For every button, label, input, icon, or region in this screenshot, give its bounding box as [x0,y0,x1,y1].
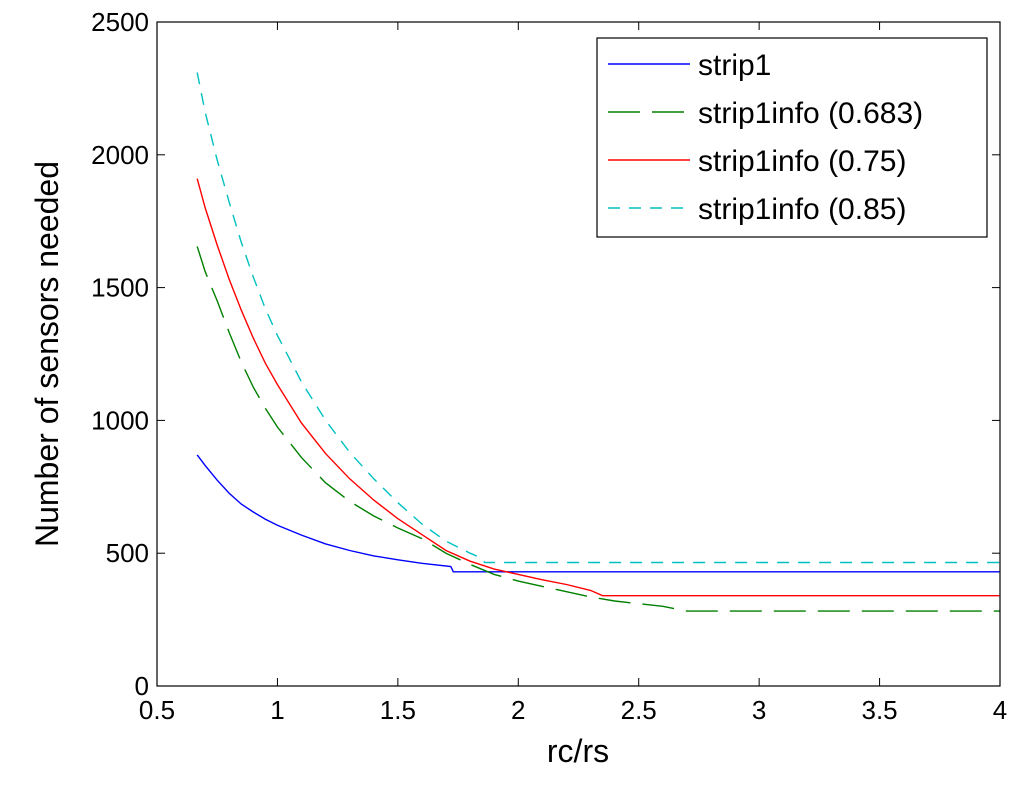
y-tick-label-5: 2500 [91,7,149,37]
series-line-3 [196,72,1000,564]
plot-frame [156,21,1001,687]
x-tick-label-7: 4 [993,695,1007,725]
y-tick-label-2: 1000 [91,405,149,435]
x-axis-label: rc/rs [547,733,609,769]
series-line-2 [196,178,1000,597]
chart-ticks: 0.5 1 1.5 2 2.5 3 3.5 4 0 500 1000 1500 2000 2500 [91,7,1007,725]
y-tick-label-4: 2000 [91,140,149,170]
legend: strip1 strip1info (0.683) strip1info (0.75… [596,37,988,238]
x-tick-label-0: 0.5 [139,695,175,725]
x-tick-label-5: 3 [752,695,766,725]
chart-marks [196,72,1000,612]
y-tick-label-3: 1500 [91,273,149,303]
y-tick-label-1: 500 [106,538,149,568]
legend-label-2: strip1info (0.75) [698,145,906,178]
x-tick-label-2: 1.5 [380,695,416,725]
y-axis-label: Number of sensors needed [29,161,65,547]
x-tick-label-6: 3.5 [861,695,897,725]
legend-label-1: strip1info (0.683) [698,97,923,130]
legend-box [596,37,988,238]
legend-label-3: strip1info (0.85) [698,193,906,226]
x-tick-label-4: 2.5 [621,695,657,725]
x-tick-label-1: 1 [270,695,284,725]
x-tick-label-3: 2 [511,695,525,725]
legend-label-0: strip1 [698,49,771,82]
y-tick-label-0: 0 [135,671,149,701]
series-line-0 [196,454,1000,573]
series-line-1 [196,246,1000,612]
